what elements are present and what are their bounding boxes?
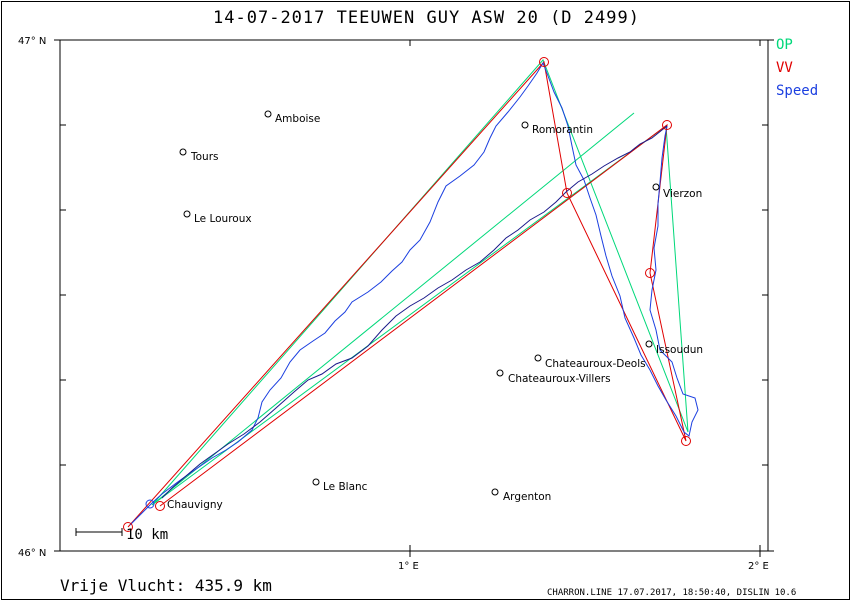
place-label: Argenton <box>503 491 551 503</box>
legend: OP VV Speed <box>776 34 818 103</box>
place-markers <box>179 110 660 496</box>
place-marker <box>491 488 499 496</box>
lat-bottom-label: 46° N <box>18 548 46 559</box>
place-label: Tours <box>190 151 219 163</box>
legend-op: OP <box>776 37 793 53</box>
flight-track <box>129 61 699 526</box>
place-marker <box>496 369 504 377</box>
place-marker <box>645 340 653 348</box>
flight-title: 14-07-2017 TEEUWEN GUY ASW 20 (D 2499) <box>213 8 640 28</box>
op-task-lines <box>151 59 689 506</box>
lon-2-label: 2° E <box>748 561 769 572</box>
lon-1-label: 1° E <box>398 561 419 572</box>
vv-route <box>127 60 687 528</box>
lat-top-label: 47° N <box>18 36 46 47</box>
vv-task-lines <box>127 60 687 528</box>
scale-bar <box>75 528 123 536</box>
turnpoint-markers <box>123 57 691 532</box>
place-label: Vierzon <box>663 188 702 200</box>
place-label: Chateauroux-Villers <box>508 373 611 385</box>
track-leg-2 <box>161 125 668 499</box>
place-marker <box>534 354 542 362</box>
place-label: Chauvigny <box>167 499 223 511</box>
start-marker <box>145 499 155 509</box>
place-marker <box>179 148 187 156</box>
turnpoint-marker <box>155 501 165 511</box>
place-label: Romorantin <box>532 124 593 136</box>
turnpoint-marker <box>123 522 133 532</box>
place-label: Issoudun <box>656 344 703 356</box>
legend-vv: VV <box>776 60 793 76</box>
place-marker <box>312 478 320 486</box>
place-marker <box>264 110 272 118</box>
place-label: Amboise <box>275 113 320 125</box>
turnpoint-marker <box>562 188 572 198</box>
op-triangle <box>151 59 689 506</box>
place-marker <box>652 183 660 191</box>
footer-info: CHARRON.LINE 17.07.2017, 18:50:40, DISLI… <box>547 588 797 598</box>
place-marker <box>183 210 191 218</box>
scale-label: 10 km <box>126 527 168 543</box>
turnpoint-marker <box>645 268 655 278</box>
turnpoint-marker <box>662 120 672 130</box>
place-label: Le Blanc <box>323 481 368 493</box>
legend-speed: Speed <box>776 83 819 99</box>
plot-area <box>59 39 769 552</box>
place-label: Chateauroux-Deols <box>545 358 646 370</box>
turnpoint-marker <box>681 436 691 446</box>
turnpoint-marker <box>539 57 549 67</box>
place-marker <box>521 121 529 129</box>
distance-label: Vrije Vlucht: 435.9 km <box>60 576 272 595</box>
track-leg-1 <box>129 61 699 526</box>
axis-ticks <box>54 39 774 557</box>
place-label: Le Louroux <box>194 213 252 225</box>
op-leg <box>151 112 635 506</box>
